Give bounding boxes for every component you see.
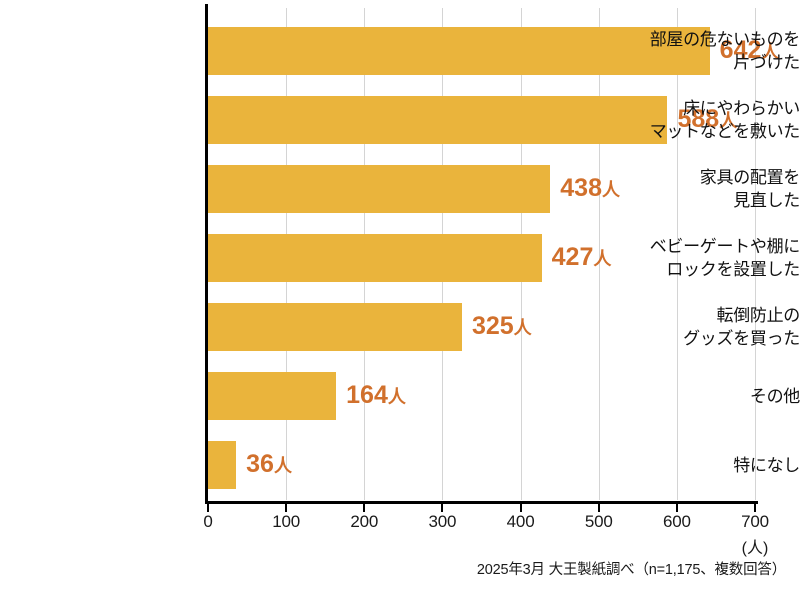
category-label: 家具の配置を見直した xyxy=(604,166,800,212)
x-tick-400 xyxy=(519,504,522,512)
bar[interactable] xyxy=(208,96,668,144)
category-label: 部屋の危ないものを片づけた xyxy=(604,28,800,74)
x-tick-500 xyxy=(597,504,600,512)
bar-value-label: 36人 xyxy=(246,449,292,478)
x-tick-300 xyxy=(441,504,444,512)
gridline-700 xyxy=(755,8,756,500)
x-tick-label-400: 400 xyxy=(506,512,535,531)
x-tick-200 xyxy=(363,504,366,512)
x-tick-label-200: 200 xyxy=(350,512,379,531)
gridline-500 xyxy=(598,8,600,500)
category-label-line: 見直した xyxy=(733,191,800,210)
x-tick-label-600: 600 xyxy=(662,512,691,531)
bar-value-label: 325人 xyxy=(471,311,532,340)
category-label-line: 家具の配置を xyxy=(699,168,800,187)
x-axis-line xyxy=(205,501,758,504)
plot-area: 642人 588人 438人 427人 325人 164人 36人 xyxy=(208,8,779,500)
bar-row[interactable]: 325人 xyxy=(208,303,755,351)
gridline-600 xyxy=(676,8,678,500)
x-tick-label-300: 300 xyxy=(428,512,457,531)
source-note: 2025年3月 大王製紙調べ（n=1,175、複数回答） xyxy=(476,562,786,578)
category-label-line: 床にやわらかい xyxy=(683,99,800,118)
bar-row[interactable]: 438人 xyxy=(208,165,755,213)
category-label: 特になし xyxy=(604,454,800,477)
bar-row[interactable]: 588人 xyxy=(208,96,755,144)
bar-value-label: 427人 xyxy=(551,242,612,271)
bar[interactable] xyxy=(208,372,337,420)
category-label-line: 転倒防止の xyxy=(716,306,800,325)
x-tick-700 xyxy=(754,504,756,512)
x-axis-unit-label: (人) xyxy=(741,540,769,557)
category-label: ベビーゲートや棚にロックを設置した xyxy=(604,235,800,281)
x-tick-0 xyxy=(207,504,209,512)
category-label-line: その他 xyxy=(749,386,800,406)
category-label: 床にやわらかいマットなどを敷いた xyxy=(604,97,800,143)
bar-value-label: 438人 xyxy=(560,173,620,202)
bar-row[interactable]: 642人 xyxy=(208,27,779,75)
category-label-line: グッズを買った xyxy=(683,329,800,348)
bar[interactable] xyxy=(208,441,237,489)
category-label-line: ロックを設置した xyxy=(666,260,800,279)
bar-row[interactable]: 164人 xyxy=(208,372,755,420)
x-tick-label-0: 0 xyxy=(203,512,213,531)
bar-row[interactable]: 36人 xyxy=(208,441,755,489)
category-label-line: 片づけた xyxy=(733,53,800,72)
x-tick-label-100: 100 xyxy=(272,512,301,531)
y-axis-line xyxy=(205,4,208,504)
category-label-line: ベビーゲートや棚に xyxy=(649,237,800,256)
bar[interactable] xyxy=(208,27,710,75)
category-label-line: マットなどを敷いた xyxy=(649,122,800,141)
bar[interactable] xyxy=(208,165,551,213)
x-tick-100 xyxy=(285,504,288,512)
x-tick-label-500: 500 xyxy=(584,512,613,531)
x-tick-600 xyxy=(675,504,678,512)
category-label: 転倒防止のグッズを買った xyxy=(604,304,800,350)
category-label-line: 部屋の危ないものを xyxy=(649,30,800,49)
x-tick-label-700: 700 xyxy=(741,512,769,531)
bar-row[interactable]: 427人 xyxy=(208,234,755,282)
category-label-line: 特になし xyxy=(733,455,800,475)
bar[interactable] xyxy=(208,234,542,282)
category-label: その他 xyxy=(604,385,800,408)
bar-value-label: 164人 xyxy=(346,380,406,409)
bar[interactable] xyxy=(208,303,462,351)
bar-value-label: 588人 xyxy=(677,104,738,133)
bar-value-label: 642人 xyxy=(719,35,780,64)
